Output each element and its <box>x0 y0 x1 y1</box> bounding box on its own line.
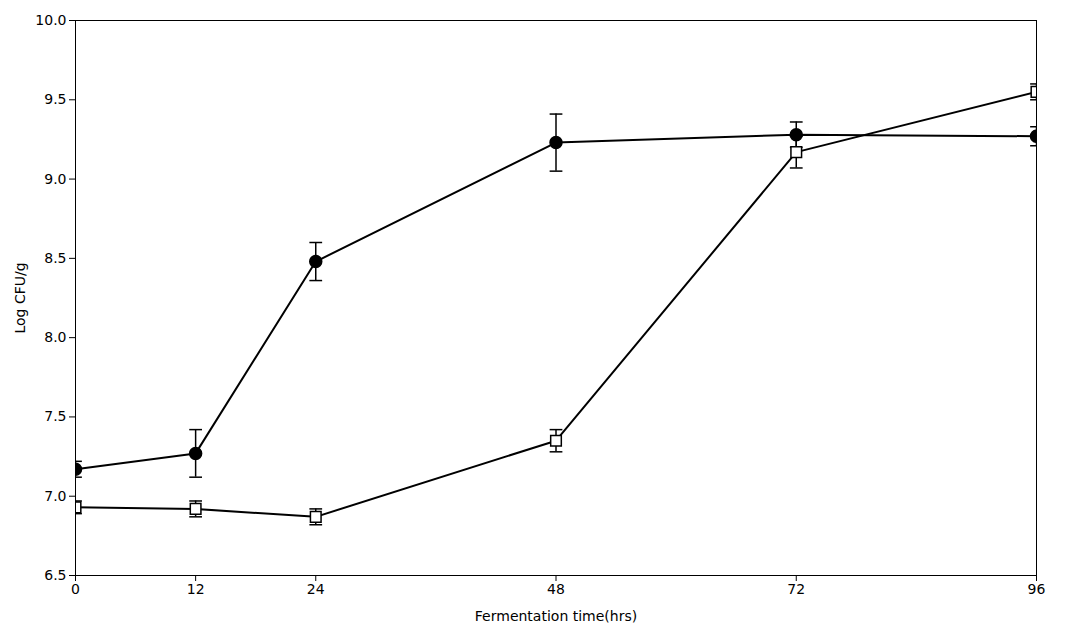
svg-text:72: 72 <box>787 581 805 597</box>
svg-text:7.0: 7.0 <box>44 488 66 504</box>
svg-text:24: 24 <box>307 581 325 597</box>
svg-text:8.5: 8.5 <box>44 250 66 266</box>
svg-text:9.5: 9.5 <box>44 91 66 107</box>
svg-text:8.0: 8.0 <box>44 329 66 345</box>
svg-text:48: 48 <box>547 581 565 597</box>
svg-text:12: 12 <box>187 581 205 597</box>
svg-text:96: 96 <box>1028 581 1046 597</box>
svg-text:0: 0 <box>71 581 80 597</box>
svg-text:6.5: 6.5 <box>44 567 66 583</box>
svg-text:7.5: 7.5 <box>44 408 66 424</box>
svg-text:Fermentation time(hrs): Fermentation time(hrs) <box>475 608 637 624</box>
svg-text:9.0: 9.0 <box>44 171 66 187</box>
svg-text:Log CFU/g: Log CFU/g <box>12 262 28 333</box>
svg-text:10.0: 10.0 <box>35 12 66 28</box>
